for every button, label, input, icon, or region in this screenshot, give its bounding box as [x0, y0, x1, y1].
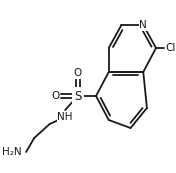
- Text: Cl: Cl: [165, 43, 175, 53]
- Text: S: S: [74, 89, 81, 102]
- Text: O: O: [51, 91, 60, 101]
- Text: O: O: [74, 68, 82, 78]
- Text: H₂N: H₂N: [2, 147, 21, 157]
- Text: N: N: [139, 20, 147, 30]
- Text: NH: NH: [57, 112, 73, 122]
